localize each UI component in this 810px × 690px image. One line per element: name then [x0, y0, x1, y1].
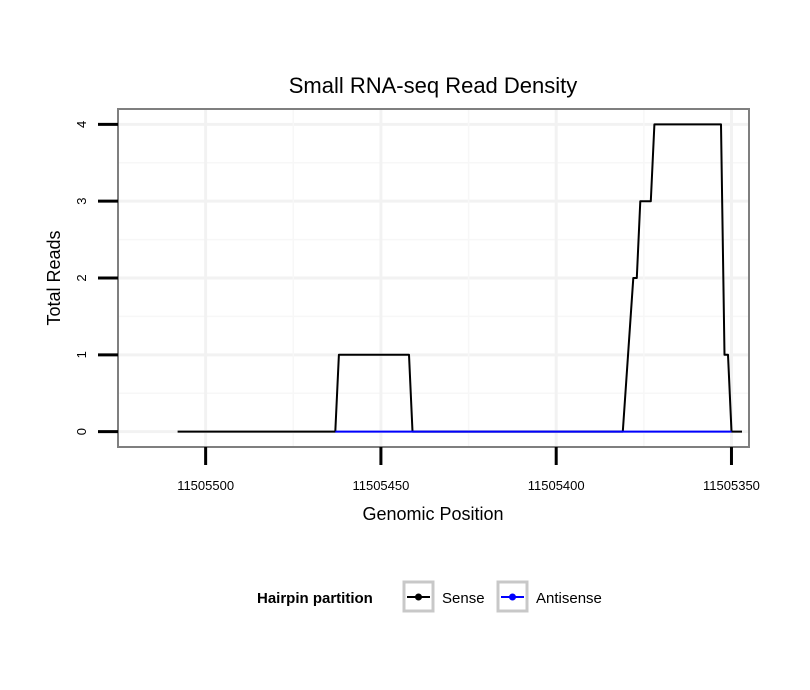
legend-label-antisense: Antisense: [536, 590, 602, 607]
series-lines: [177, 123, 742, 433]
series-line-sense: [177, 123, 742, 433]
x-tick-label: 11505400: [528, 478, 585, 493]
y-tick-label: 1: [74, 351, 89, 358]
y-tick-label: 0: [74, 428, 89, 435]
x-tick-label: 11505450: [352, 478, 409, 493]
legend-key-sense-point: [415, 593, 422, 601]
y-tick-label: 2: [74, 274, 89, 281]
x-tick-label: 11505350: [703, 478, 760, 493]
legend-title: Hairpin partition: [257, 590, 373, 607]
y-tick-label: 4: [74, 121, 89, 128]
y-tick-label: 3: [74, 198, 89, 205]
y-axis-title: Total Reads: [44, 230, 64, 325]
legend-label-sense: Sense: [442, 590, 485, 607]
x-tick-label: 11505500: [177, 478, 234, 493]
x-axis-title: Genomic Position: [362, 504, 503, 524]
legend: Hairpin partition Sense Antisense: [257, 580, 602, 613]
chart-title: Small RNA-seq Read Density: [289, 73, 578, 98]
y-axis-ticks: 0 1 2 3 4: [74, 121, 118, 435]
legend-key-antisense-point: [509, 593, 516, 601]
x-axis-ticks: 11505500 11505450 11505400 11505350: [177, 447, 760, 493]
